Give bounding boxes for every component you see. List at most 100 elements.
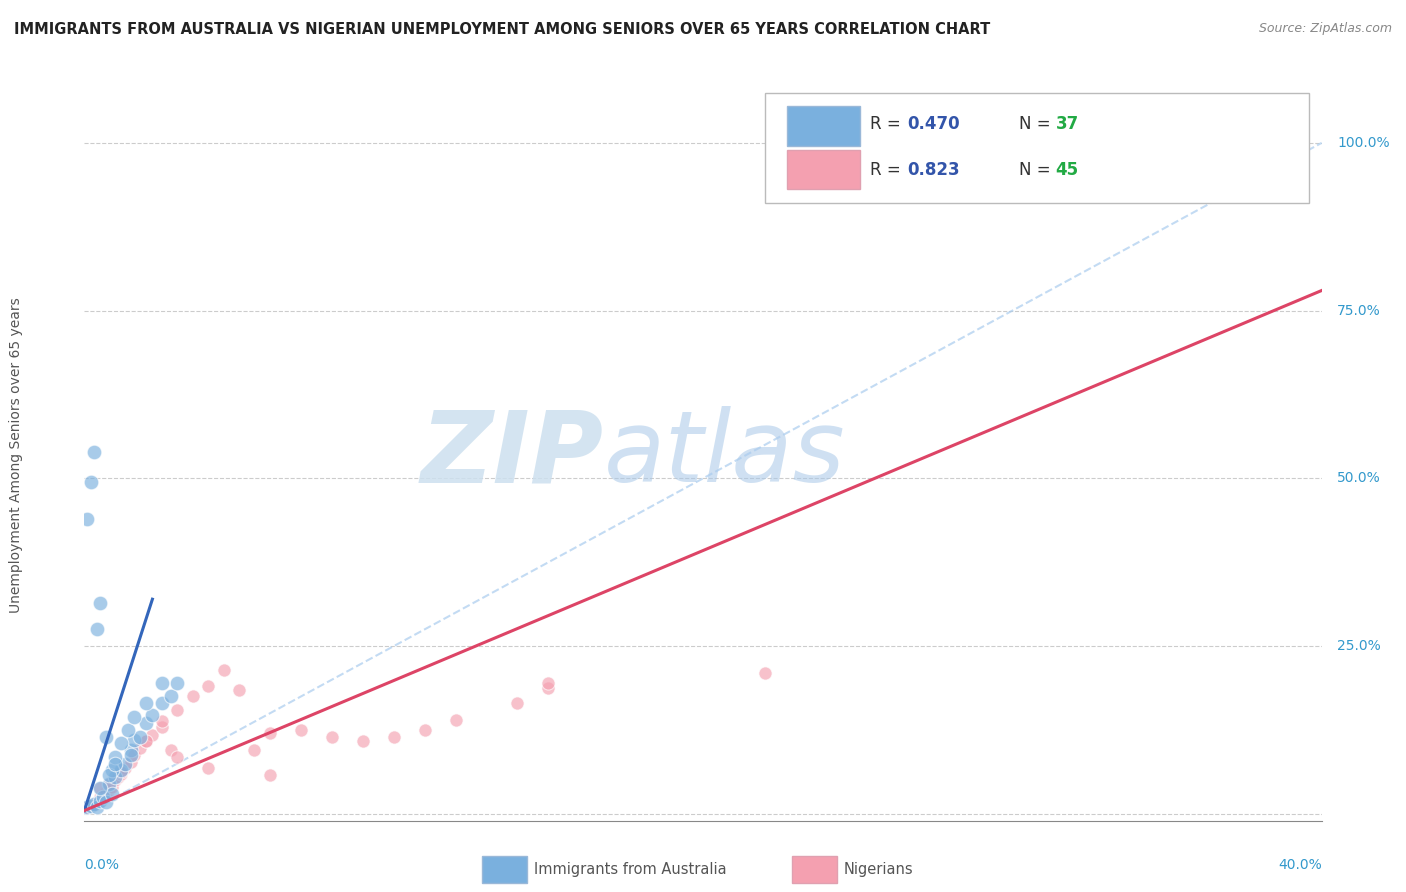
Point: [114, 761, 136, 775]
Point: [1249, 132, 1271, 146]
Point: [150, 696, 173, 710]
Text: 0.470: 0.470: [907, 115, 960, 133]
Text: N =: N =: [1018, 161, 1056, 178]
Text: R =: R =: [870, 161, 905, 178]
Point: [212, 663, 235, 677]
Point: [76, 511, 98, 525]
Text: ZIP: ZIP: [420, 407, 605, 503]
Point: [135, 716, 157, 731]
Point: [537, 681, 560, 695]
Point: [110, 736, 132, 750]
Point: [135, 734, 157, 748]
Text: 25.0%: 25.0%: [1337, 640, 1381, 653]
Point: [101, 787, 124, 801]
Point: [129, 741, 152, 756]
Point: [89, 781, 111, 796]
Point: [107, 770, 129, 784]
Point: [120, 743, 142, 757]
Text: Unemployment Among Seniors over 65 years: Unemployment Among Seniors over 65 years: [10, 297, 24, 613]
Text: atlas: atlas: [605, 407, 845, 503]
Point: [101, 764, 124, 778]
Text: 100.0%: 100.0%: [1337, 136, 1389, 150]
Point: [91, 788, 114, 802]
Point: [89, 793, 111, 807]
Text: 0.0%: 0.0%: [84, 857, 120, 871]
Point: [101, 780, 124, 794]
Point: [129, 730, 152, 744]
Point: [754, 665, 776, 680]
Text: 40.0%: 40.0%: [1278, 857, 1322, 871]
FancyBboxPatch shape: [787, 106, 860, 145]
Point: [166, 676, 188, 690]
Point: [104, 750, 127, 764]
Point: [86, 795, 108, 809]
Point: [89, 781, 111, 796]
FancyBboxPatch shape: [765, 93, 1309, 202]
Point: [89, 596, 111, 610]
Point: [83, 797, 105, 811]
Point: [98, 783, 121, 797]
Point: [141, 728, 163, 742]
Point: [76, 800, 98, 814]
Point: [104, 756, 127, 771]
Point: [141, 707, 163, 722]
Point: [166, 703, 188, 717]
Text: 50.0%: 50.0%: [1337, 471, 1381, 485]
Point: [114, 756, 136, 771]
Point: [98, 777, 121, 791]
Text: Nigerians: Nigerians: [844, 863, 914, 877]
Point: [104, 770, 127, 784]
Point: [79, 798, 101, 813]
Point: [98, 768, 121, 782]
Point: [197, 761, 219, 775]
Point: [444, 713, 467, 727]
Point: [104, 773, 127, 788]
Point: [150, 676, 173, 690]
Point: [352, 734, 374, 748]
Point: [122, 733, 145, 747]
Point: [79, 475, 101, 489]
Point: [228, 682, 250, 697]
Point: [135, 734, 157, 748]
Point: [94, 785, 117, 799]
Point: [89, 790, 111, 805]
Point: [79, 798, 101, 813]
Point: [86, 800, 108, 814]
Text: 0.823: 0.823: [907, 161, 960, 178]
Point: [537, 676, 560, 690]
Point: [76, 800, 98, 814]
Point: [166, 750, 188, 764]
Point: [122, 709, 145, 723]
Text: N =: N =: [1018, 115, 1056, 133]
Text: IMMIGRANTS FROM AUSTRALIA VS NIGERIAN UNEMPLOYMENT AMONG SENIORS OVER 65 YEARS C: IMMIGRANTS FROM AUSTRALIA VS NIGERIAN UN…: [14, 22, 990, 37]
Point: [83, 444, 105, 458]
Point: [135, 696, 157, 710]
Point: [150, 714, 173, 729]
Point: [122, 747, 145, 762]
Point: [321, 730, 343, 744]
Text: 45: 45: [1056, 161, 1078, 178]
Text: 75.0%: 75.0%: [1337, 303, 1381, 318]
Point: [91, 790, 114, 805]
Point: [160, 743, 183, 757]
Point: [86, 623, 108, 637]
Text: R =: R =: [870, 115, 905, 133]
Text: 37: 37: [1056, 115, 1078, 133]
Point: [160, 690, 183, 704]
FancyBboxPatch shape: [787, 150, 860, 189]
Point: [382, 730, 405, 744]
Text: Source: ZipAtlas.com: Source: ZipAtlas.com: [1258, 22, 1392, 36]
Point: [290, 723, 312, 737]
Point: [110, 766, 132, 780]
Point: [259, 768, 281, 782]
Point: [243, 743, 266, 757]
Point: [83, 797, 105, 811]
Point: [197, 680, 219, 694]
Point: [94, 795, 117, 809]
Point: [94, 730, 117, 744]
Point: [120, 755, 142, 769]
Point: [117, 723, 139, 737]
Point: [110, 765, 132, 780]
Point: [120, 747, 142, 762]
Text: Immigrants from Australia: Immigrants from Australia: [534, 863, 727, 877]
